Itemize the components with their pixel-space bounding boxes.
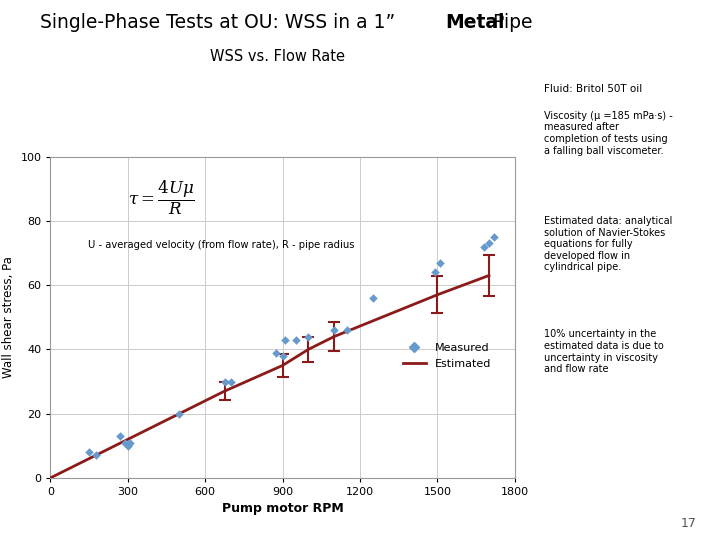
Point [225,377,237,386]
Point [120,438,131,447]
Text: Metal: Metal [445,14,505,32]
Point [478,242,490,251]
Point [277,352,289,360]
Point [114,432,126,441]
Point [271,348,282,357]
Y-axis label: Wall shear stress, Pa: Wall shear stress, Pa [2,256,15,378]
Point [341,326,353,334]
Legend: Measured, Estimated: Measured, Estimated [399,339,495,373]
Text: U - averaged velocity (from flow rate), R - pipe radius: U - averaged velocity (from flow rate), … [88,240,354,250]
Point [434,258,446,267]
Point [328,326,340,334]
X-axis label: Pump motor RPM: Pump motor RPM [222,503,343,516]
Point [84,448,95,456]
Point [367,294,379,302]
Text: LENTERRA: LENTERRA [32,507,120,522]
Text: $\tau = \dfrac{4U\mu}{R}$: $\tau = \dfrac{4U\mu}{R}$ [128,179,195,217]
Point [279,335,291,344]
Point [174,409,185,418]
Point [122,442,134,450]
Text: 10% uncertainty in the
estimated data is due to
uncertainty in viscosity
and flo: 10% uncertainty in the estimated data is… [544,329,663,374]
Text: 17: 17 [681,517,697,530]
Point [125,438,136,447]
Point [483,239,495,248]
Point [289,335,301,344]
Point [90,451,102,460]
Point [219,377,230,386]
Text: WSS vs. Flow Rate: WSS vs. Flow Rate [210,49,345,64]
Text: Pipe: Pipe [487,14,532,32]
Text: Estimated data: analytical
solution of Navier-Stokes
equations for fully
develop: Estimated data: analytical solution of N… [544,216,672,272]
Point [302,332,314,341]
Point [488,233,500,241]
Text: Fluid: Britol 50T oil: Fluid: Britol 50T oil [544,84,642,94]
Point [429,268,441,276]
Text: Single-Phase Tests at OU: WSS in a 1”: Single-Phase Tests at OU: WSS in a 1” [40,14,395,32]
Text: Viscosity (μ =185 mPa·s) -
measured after
completion of tests using
a falling ba: Viscosity (μ =185 mPa·s) - measured afte… [544,111,672,156]
